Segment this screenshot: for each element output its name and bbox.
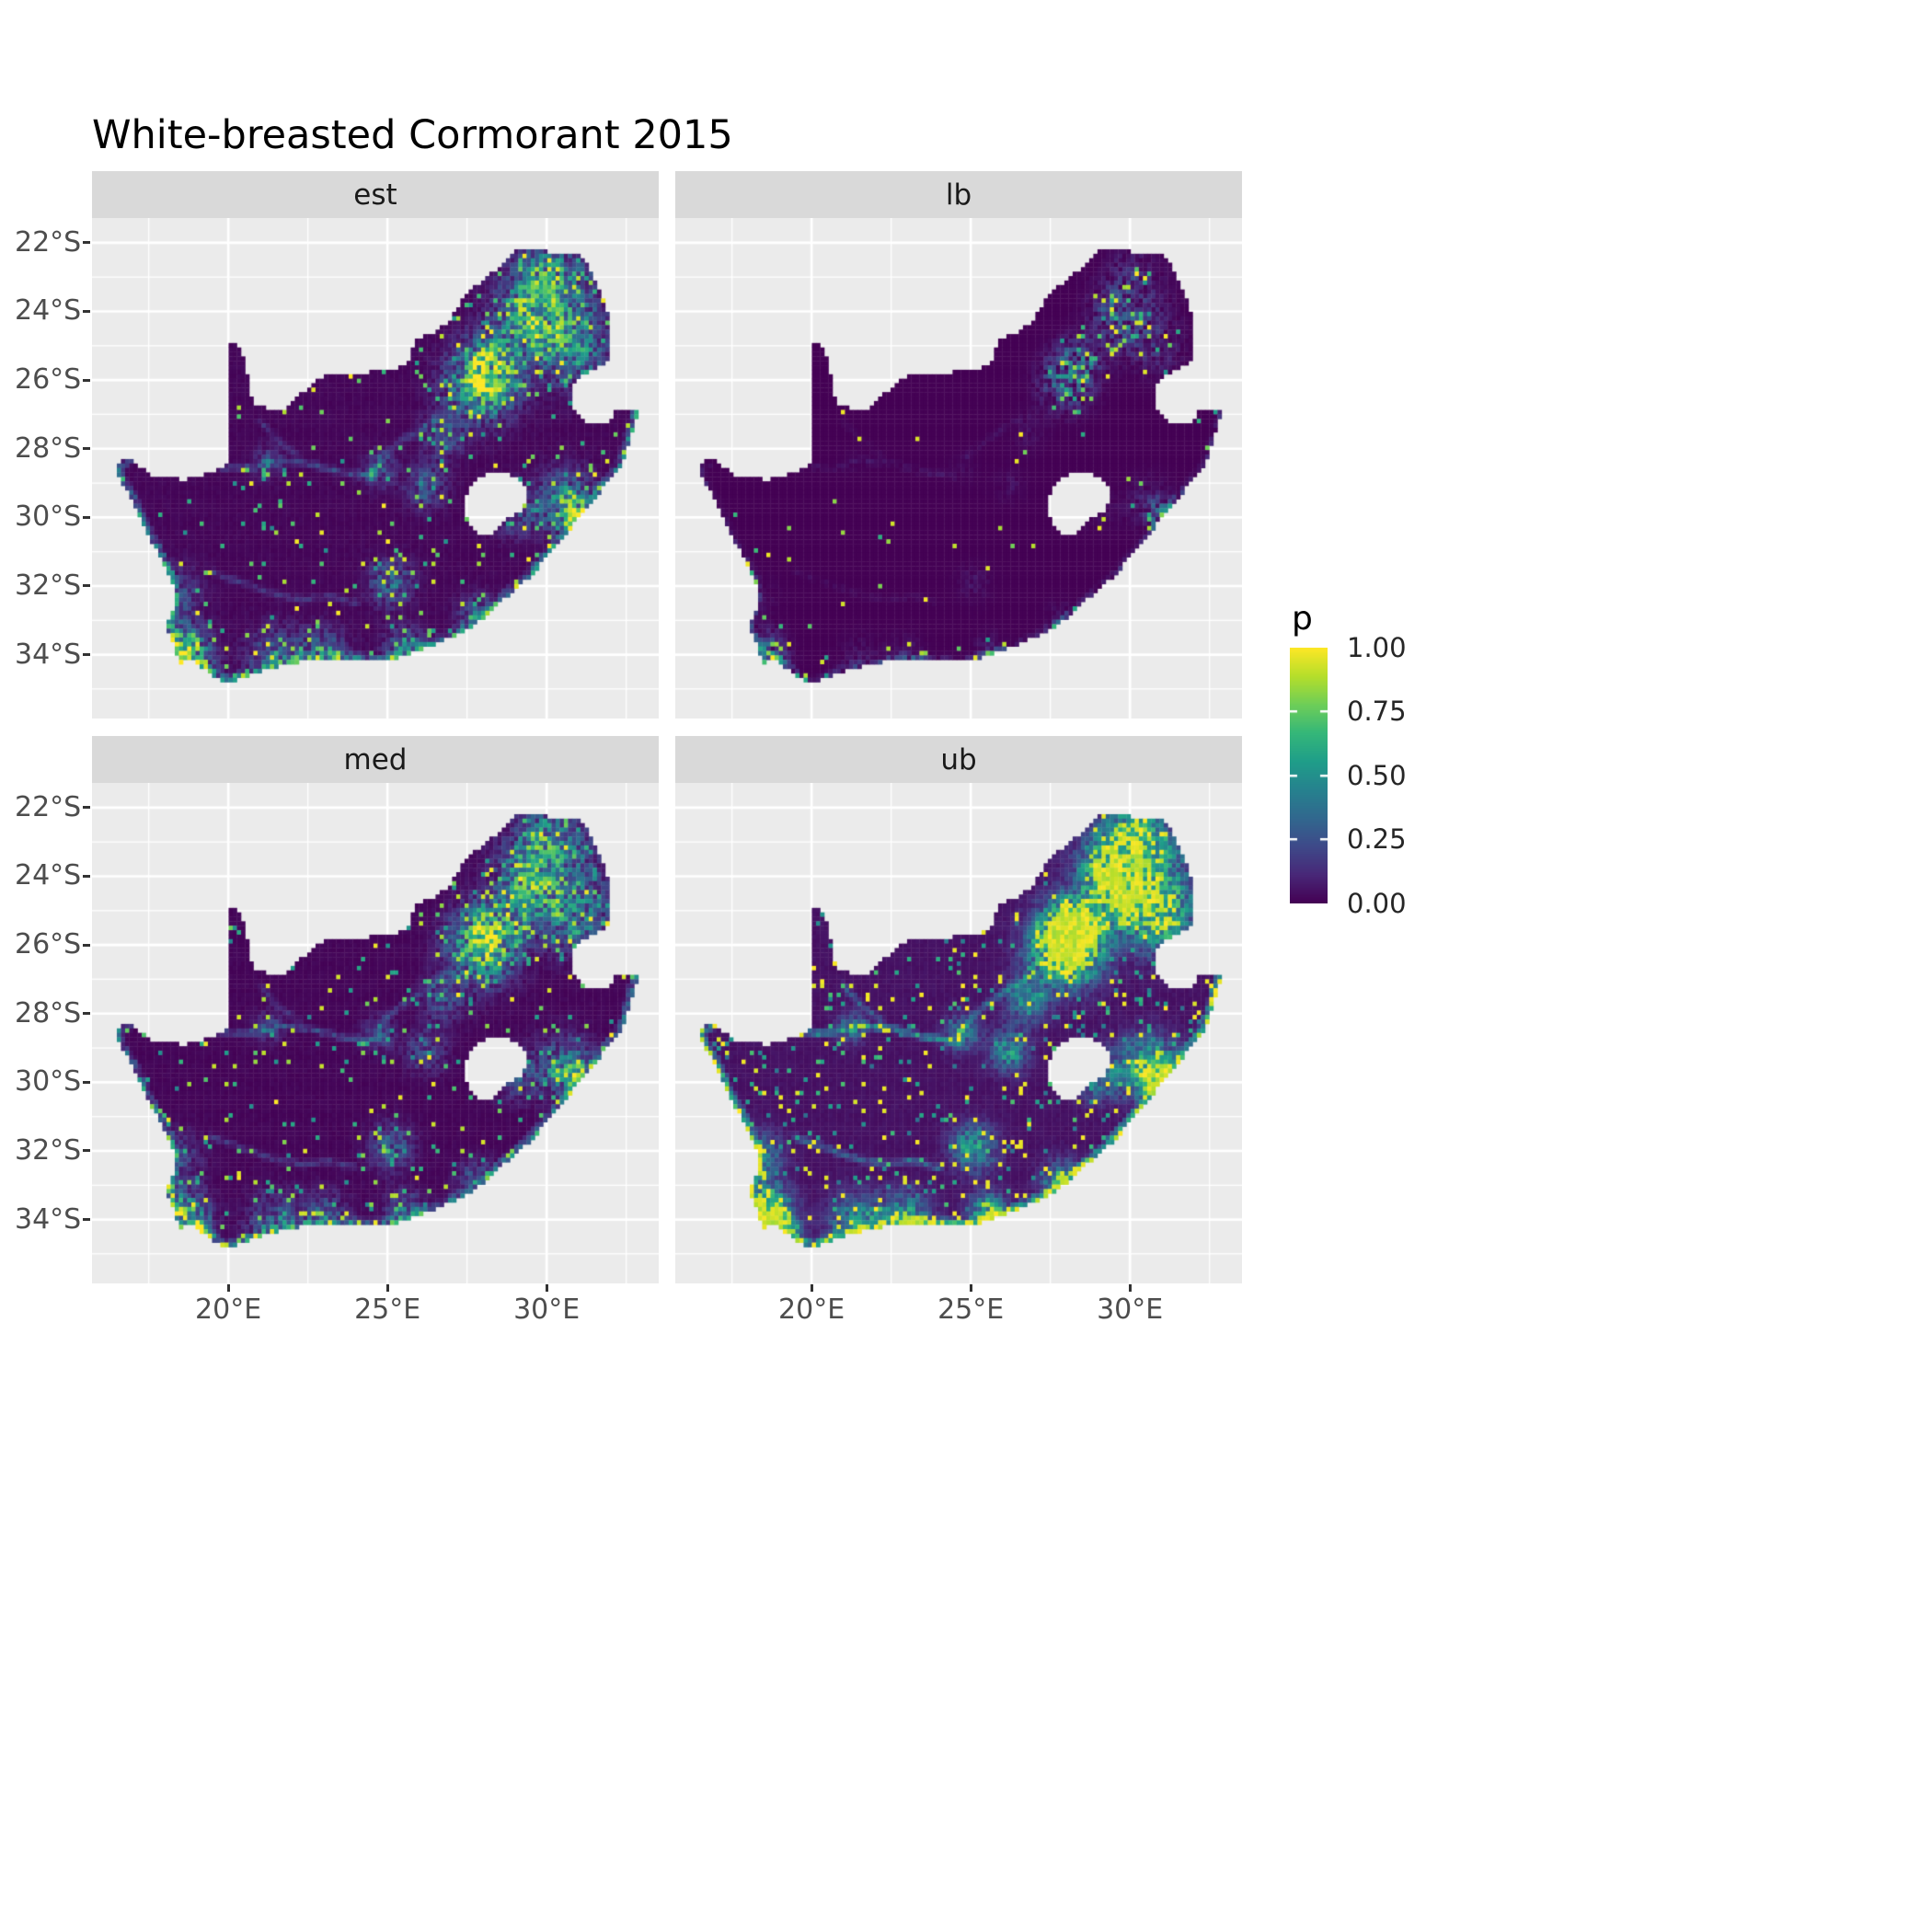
facet-strip-ub: ub [675,736,1242,783]
axis-tick-mark [83,943,90,947]
x-axis-tick-label: 25°E [937,1294,1005,1326]
facet-strip-med: med [92,736,659,783]
facet-est: est [92,171,659,719]
axis-tick-mark [810,1284,813,1292]
axis-tick-mark [83,806,90,810]
facet-ub: ub [675,736,1242,1283]
x-axis-tick-label: 20°E [195,1294,262,1326]
axis-tick-mark [83,241,90,245]
x-axis-tick-label: 30°E [1097,1294,1164,1326]
axis-tick-mark [545,1284,548,1292]
facet-strip-label: med [343,742,408,776]
axis-tick-mark [385,1284,389,1292]
axis-tick-mark [83,515,90,519]
facet-med: med [92,736,659,1283]
y-axis-tick-label: 26°S [15,363,82,397]
axis-tick-mark [83,1149,90,1153]
y-axis-tick-label: 24°S [15,294,82,328]
y-axis-tick-label: 28°S [15,996,82,1029]
axis-tick-mark [226,1284,230,1292]
facet-lb: lb [675,171,1242,719]
facet-strip-label: est [353,178,397,212]
y-axis-tick-label: 30°S [15,1065,82,1098]
axis-tick-mark [1128,1284,1132,1292]
legend-title: p [1292,600,1313,638]
axis-tick-mark [83,1080,90,1084]
y-axis-tick-label: 34°S [15,1202,82,1236]
axis-tick-mark [83,874,90,878]
y-axis-tick-label: 22°S [15,225,82,259]
legend-colorbar [1290,648,1328,903]
facet-strip-label: ub [940,742,977,776]
x-axis-tick-label: 20°E [778,1294,845,1326]
y-axis-tick-label: 32°S [15,1133,82,1167]
map-panel-lb [675,218,1242,719]
axis-tick-mark [83,1012,90,1016]
legend-tick-label: 0.50 [1347,760,1407,791]
map-panel-ub [675,783,1242,1283]
legend-tick-label: 1.00 [1347,632,1407,663]
map-panel-est [92,218,659,719]
facet-strip-lb: lb [675,171,1242,218]
y-axis-tick-label: 24°S [15,859,82,892]
axis-tick-mark [83,447,90,451]
legend-tick-label: 0.25 [1347,823,1407,855]
axis-tick-mark [83,584,90,588]
chart-title: White-breasted Cormorant 2015 [92,112,733,158]
y-axis-tick-label: 22°S [15,790,82,823]
legend-tick-label: 0.00 [1347,888,1407,919]
y-axis-tick-label: 30°S [15,500,82,534]
y-axis-tick-label: 26°S [15,928,82,961]
legend-tick-label: 0.75 [1347,696,1407,727]
y-axis-tick-label: 28°S [15,431,82,465]
axis-tick-mark [83,653,90,657]
axis-tick-mark [83,378,90,382]
axis-tick-mark [83,309,90,313]
y-axis-tick-label: 34°S [15,638,82,671]
facet-strip-est: est [92,171,659,218]
y-axis-tick-label: 32°S [15,569,82,602]
x-axis-tick-label: 25°E [354,1294,421,1326]
axis-tick-mark [969,1284,972,1292]
axis-tick-mark [83,1218,90,1222]
facet-strip-label: lb [945,178,972,212]
x-axis-tick-label: 30°E [513,1294,581,1326]
map-panel-med [92,783,659,1283]
